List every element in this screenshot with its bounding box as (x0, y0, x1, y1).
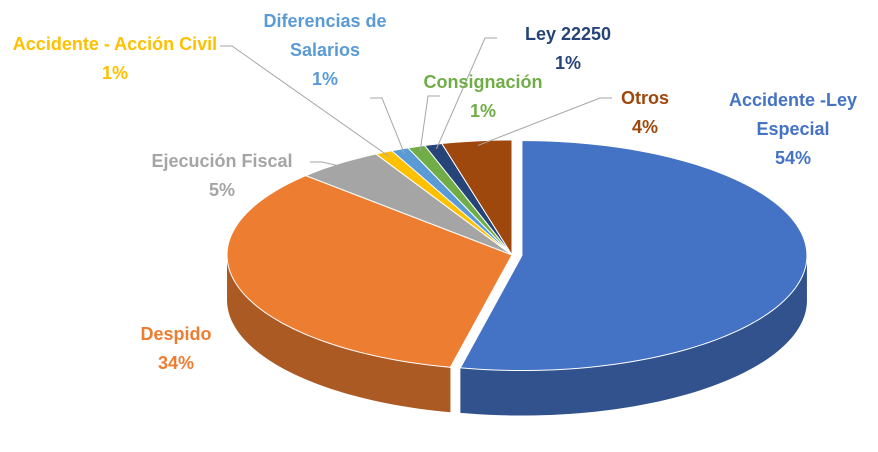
value-label: 1% (554, 53, 581, 73)
leader-line (477, 97, 612, 146)
slice (226, 175, 513, 368)
slice (304, 153, 513, 256)
leader-line (370, 97, 405, 154)
value-label: 1% (469, 101, 496, 121)
leader-line (435, 37, 497, 150)
data-label: Accidente -Ley Especial 54% (703, 86, 878, 173)
category-label: Accidente -Ley Especial (728, 90, 858, 139)
slice-side (460, 255, 807, 416)
data-label: Diferencias de Salarios 1% (245, 7, 405, 94)
data-label: Ejecución Fiscal 5% (132, 147, 312, 205)
value-label: 54% (774, 148, 812, 168)
category-label: Despido (140, 324, 212, 344)
slice (440, 139, 513, 257)
value-label: 34% (157, 353, 195, 373)
leader-line (310, 161, 346, 168)
category-label: Diferencias de Salarios (263, 11, 387, 60)
category-label: Otros (620, 88, 669, 108)
category-label: Consignación (423, 72, 543, 92)
data-label: Ley 22250 1% (508, 20, 628, 78)
data-label: Despido 34% (116, 320, 236, 378)
value-label: 1% (311, 69, 338, 89)
value-label: 4% (631, 117, 658, 137)
category-label: Ley 22250 (524, 24, 612, 44)
data-label: Accidente - Acción Civil 1% (0, 30, 230, 88)
value-label: 1% (101, 63, 128, 83)
category-label: Accidente - Acción Civil (12, 34, 218, 54)
data-label: Consignación 1% (408, 68, 558, 126)
value-label: 5% (208, 180, 235, 200)
slice-side (227, 255, 451, 413)
slice (459, 140, 808, 372)
data-label: Otros 4% (605, 84, 685, 142)
category-label: Ejecución Fiscal (151, 151, 293, 171)
leader-line (419, 95, 440, 152)
leader-line (220, 45, 390, 157)
